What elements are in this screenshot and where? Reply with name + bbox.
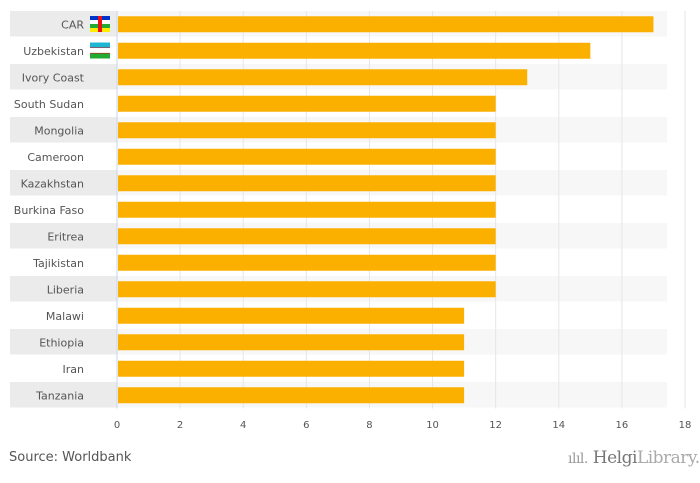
- bar: [118, 360, 465, 377]
- bar: [118, 387, 465, 404]
- category-label: Uzbekistan: [23, 45, 84, 58]
- uzbekistan-flag-stripe: [90, 48, 110, 53]
- bar: [118, 122, 496, 139]
- category-label: Burkina Faso: [14, 204, 84, 217]
- bar: [118, 16, 654, 33]
- x-tick-label: 12: [489, 420, 502, 431]
- label-band: [10, 382, 117, 408]
- bar: [118, 201, 496, 218]
- x-tick-label: 16: [616, 420, 629, 431]
- logo-icon: ılıl.: [568, 451, 588, 467]
- category-label: South Sudan: [14, 98, 84, 111]
- bar: [118, 334, 465, 351]
- helgilibrary-logo: ılıl. HelgiLibrary.: [568, 448, 700, 468]
- bar-chart: 0 2 4 6 8 10 12 14 16 18 CAR Uzbekistan Ivory Coast S…: [10, 11, 692, 431]
- uzbekistan-flag-stripe: [90, 47, 110, 49]
- bar: [118, 42, 591, 59]
- x-tick-label: 4: [240, 420, 246, 431]
- bar: [118, 148, 496, 165]
- uzbekistan-flag-stripe: [90, 42, 110, 48]
- category-label: Mongolia: [34, 124, 84, 137]
- x-tick-label: 2: [177, 420, 183, 431]
- bar: [118, 307, 465, 324]
- category-label: Liberia: [47, 283, 84, 296]
- logo-light: Library.: [636, 448, 700, 468]
- label-band: [10, 223, 117, 249]
- category-label: Cameroon: [27, 151, 84, 164]
- bar: [118, 175, 496, 192]
- x-tick-label: 0: [114, 420, 120, 431]
- category-label: Tanzania: [35, 389, 84, 402]
- source-label: Source: Worldbank: [9, 450, 132, 465]
- category-label: Kazakhstan: [21, 177, 84, 190]
- uzbekistan-flag-stripe: [90, 52, 110, 54]
- x-tick-label: 10: [426, 420, 439, 431]
- x-tick-label: 6: [303, 420, 309, 431]
- bar: [118, 254, 496, 271]
- category-label: Iran: [63, 363, 85, 376]
- label-band: [10, 170, 117, 196]
- label-band: [10, 64, 117, 90]
- x-tick-label: 18: [679, 420, 692, 431]
- bar: [118, 69, 528, 86]
- category-label: Eritrea: [47, 230, 84, 243]
- category-label: CAR: [61, 18, 84, 31]
- x-tick-label: 14: [552, 420, 565, 431]
- label-band: [10, 329, 117, 355]
- label-band: [10, 276, 117, 302]
- uzbekistan-flag-stripe: [90, 53, 110, 59]
- category-label: Malawi: [46, 310, 84, 323]
- category-label: Ivory Coast: [22, 71, 85, 84]
- x-tick-label: 8: [366, 420, 372, 431]
- bar: [118, 281, 496, 298]
- car-flag-band: [98, 16, 102, 32]
- label-band: [10, 117, 117, 143]
- bar: [118, 228, 496, 245]
- category-label: Tajikistan: [32, 257, 84, 270]
- logo-bold: Helgi: [592, 448, 638, 468]
- category-label: Ethiopia: [39, 336, 84, 349]
- bar: [118, 95, 496, 112]
